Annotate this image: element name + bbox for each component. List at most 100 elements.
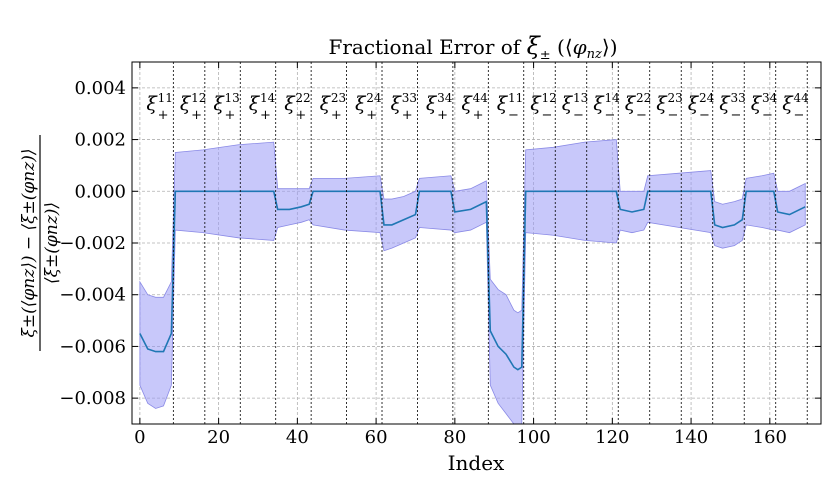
x-tick-label: 140 [674,427,708,448]
section-label: ξ 12 + [180,91,207,123]
x-tick-label: 0 [134,427,145,448]
y-tick-label: 0.002 [74,130,126,151]
section-label-xi: ξ [426,93,438,115]
section-label-xi: ξ [625,93,637,115]
section-label-xi: ξ [213,93,225,115]
section-label-xi: ξ [284,93,296,115]
section-label-indices: 34 [762,91,778,105]
grid [132,62,821,424]
section-label-indices: 33 [402,91,417,105]
section-label-sign: − [508,108,519,123]
section-label-indices: 23 [667,91,682,105]
section-label: ξ 11 + [146,91,173,123]
y-tick-label: 0.004 [74,78,126,99]
section-label-indices: 12 [541,91,556,105]
section-label-sign: − [762,108,773,123]
section-label: ξ 23 + [320,91,347,123]
y-axis-label-denominator: ⟨ξ±(φnz)⟩ [42,202,62,284]
y-axis-label: ξ±(⟨φnz⟩) − ⟨ξ±(φnz)⟩ ⟨ξ±(φnz)⟩ [19,135,62,351]
section-label-indices: 44 [793,91,809,105]
series-line [139,190,806,371]
section-label: ξ 24 − [688,91,715,123]
x-tick-label: 160 [753,427,787,448]
section-label-xi: ξ [390,93,402,115]
chart-title: Fractional Error of ξ± (⟨φnz⟩) [328,32,617,63]
error-band [139,139,806,425]
section-label-sign: + [473,108,484,123]
section-label-sign: − [573,108,584,123]
y-tick-label: −0.006 [59,336,126,357]
title-xi: ξ [527,32,542,60]
section-label-xi: ξ [530,93,542,115]
section-label-sign: − [730,108,741,123]
section-label-indices: 23 [331,91,346,105]
section-label-sign: − [667,108,678,123]
y-tick-label: 0.000 [74,181,126,202]
section-label-sign: + [191,108,202,123]
section-label-xi: ξ [355,93,367,115]
section-label-sign: + [260,108,271,123]
section-label-xi: ξ [688,93,700,115]
section-label-sign: + [402,108,413,123]
section-label-indices: 14 [260,91,276,105]
section-label: ξ 44 + [461,91,488,123]
section-label-indices: 13 [225,91,240,105]
title-close: ⟩) [602,35,618,59]
section-label-sign: − [604,108,615,123]
section-label-sign: + [366,108,377,123]
section-label: ξ 14 − [593,91,620,123]
section-label: ξ 22 − [625,91,652,123]
title-pm: ± [540,48,551,63]
section-label: ξ 34 + [426,91,453,123]
section-label-sign: − [793,108,804,123]
section-label-indices: 14 [604,91,620,105]
section-label: ξ 33 − [719,91,746,123]
x-tick-label: 100 [516,427,550,448]
section-boundaries [172,62,808,424]
section-label-indices: 24 [699,91,715,105]
section-label-indices: 13 [573,91,588,105]
section-labels: ξ 11+ξ 12+ξ 13+ξ 14+ξ 22+ξ 23+ξ 24+ξ 33+ξ 34+ξ 44+… [146,91,809,123]
section-label-xi: ξ [656,93,668,115]
section-label-indices: 33 [730,91,745,105]
section-label-xi: ξ [562,93,574,115]
x-tick-label: 80 [443,427,466,448]
y-tick-label: −0.004 [59,285,126,306]
section-label: ξ 22 + [284,91,311,123]
section-label-xi: ξ [461,93,473,115]
y-axis-label-numerator: ξ±(⟨φnz⟩) − ⟨ξ±(φnz)⟩ [19,149,39,338]
section-label: ξ 34 − [751,91,778,123]
section-label: ξ 14 + [249,91,276,123]
section-label-sign: + [225,108,236,123]
section-label-sign: + [437,108,448,123]
section-label-indices: 22 [295,91,310,105]
plot-frame [131,61,822,425]
section-label-indices: 44 [473,91,489,105]
section-label-xi: ξ [782,93,794,115]
section-label-indices: 22 [636,91,651,105]
x-tick-label: 20 [207,427,230,448]
section-label-sign: + [295,108,306,123]
section-label-sign: − [541,108,552,123]
y-tick-label: −0.008 [59,388,126,409]
section-label: ξ 23 − [656,91,683,123]
section-label-indices: 34 [437,91,453,105]
x-tick-label: 40 [286,427,309,448]
section-label: ξ 44 − [782,91,809,123]
axis-ticks: 0 20 40 60 80 100 120 140 160−0.008−0.006−0.004−… [59,62,821,448]
section-label-xi: ξ [751,93,763,115]
title-prefix: Fractional Error of [328,35,526,59]
section-label-indices: 11 [508,91,523,105]
y-tick-label: −0.002 [59,233,126,254]
error-band-area [139,139,806,425]
x-tick-label: 60 [365,427,388,448]
section-label-sign: − [636,108,647,123]
section-label-indices: 12 [191,91,206,105]
section-label: ξ 12 − [530,91,557,123]
title-sub: nz [587,47,602,62]
section-label: ξ 13 − [562,91,589,123]
section-label-xi: ξ [320,93,332,115]
section-label: ξ 24 + [355,91,382,123]
section-label-xi: ξ [249,93,261,115]
